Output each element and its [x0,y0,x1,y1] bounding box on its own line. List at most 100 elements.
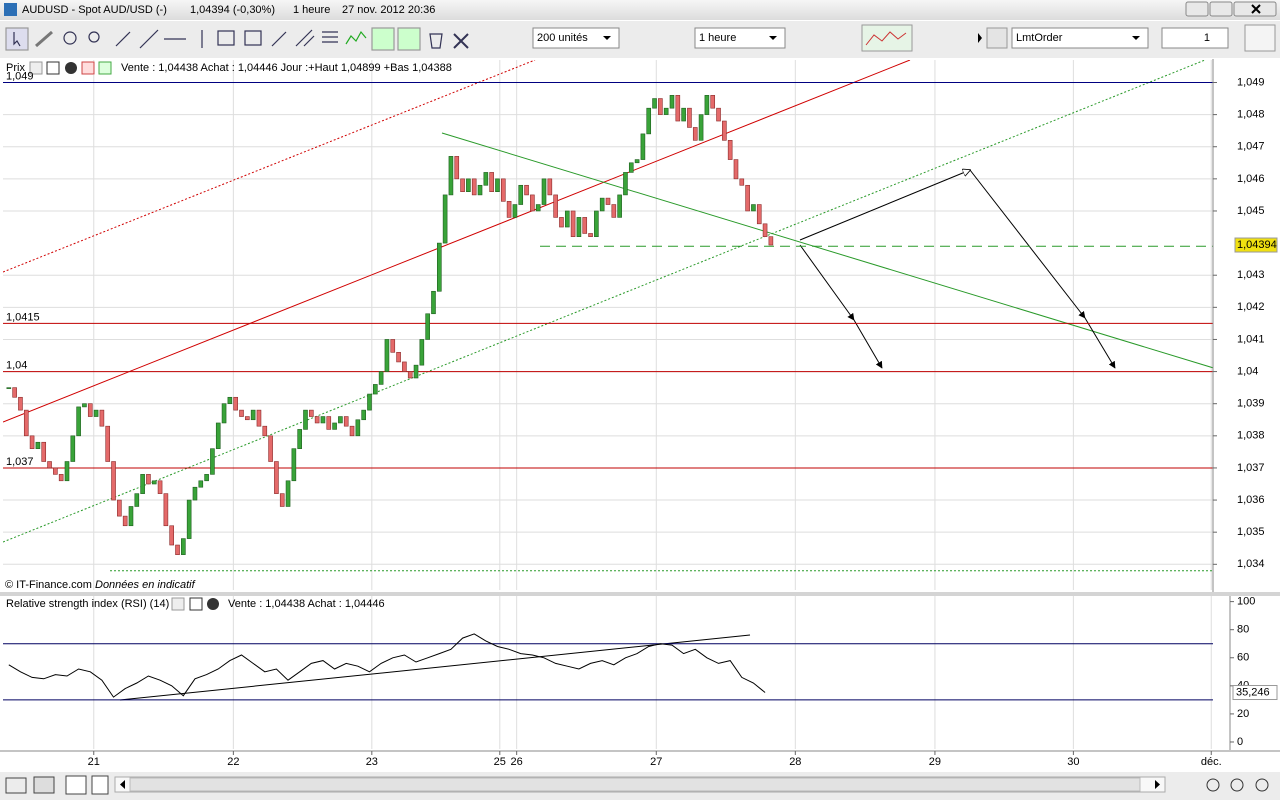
candle [640,133,646,160]
y-tick-label: 1,047 [1237,141,1265,153]
y-tick-label: 20 [1237,708,1249,720]
candle [646,107,652,135]
sell-button[interactable] [81,61,95,75]
candle [169,525,175,546]
candle [407,371,413,379]
candle [378,371,384,385]
candle [297,429,302,449]
candle [634,159,640,164]
projection-arrow [799,244,855,321]
rsi-line [8,633,766,698]
candle [524,184,529,196]
tool-text[interactable] [244,30,262,46]
rsi-drawings [119,634,751,701]
x-tick-label: 28 [789,756,801,768]
tool-wave[interactable] [345,30,367,45]
candle [303,409,308,430]
candle [745,184,750,212]
tool-line[interactable] [115,31,131,47]
candle [157,480,163,494]
dropdown-arrow [769,36,777,40]
tool-ruler[interactable] [35,30,53,48]
candle [512,204,518,218]
tool-arrow[interactable] [271,31,287,47]
order-qty-input[interactable] [1161,27,1229,49]
candle [454,156,460,180]
x-tick-label: 21 [88,756,100,768]
settings-button[interactable] [29,61,43,75]
dropdown-arrow [1132,36,1140,40]
expand-arrow[interactable] [978,33,982,43]
export-button[interactable] [91,775,109,795]
tool-pointer[interactable] [5,27,29,51]
tool-pattern[interactable] [397,27,421,51]
trend-line-dotted [3,60,536,273]
candle [582,217,588,234]
candle [431,290,436,315]
tool-fibo[interactable] [217,30,235,46]
candle [221,403,227,424]
x-tick-label: 23 [366,756,378,768]
candle [576,217,582,237]
quantity-select[interactable] [532,27,620,49]
tool-channel[interactable] [295,29,315,47]
tool-indicator[interactable] [371,27,395,51]
scroll-thumb[interactable] [129,777,1141,792]
candle [605,197,611,205]
minimize-button[interactable] [1185,1,1209,17]
candle [518,184,524,205]
candle [250,409,256,421]
order-type-select[interactable] [1011,27,1149,49]
chart-type-button[interactable] [861,24,913,52]
last-price-label: 1,04394 [1237,239,1277,251]
candle [6,387,12,389]
save-button[interactable] [65,775,87,795]
mail-button[interactable] [5,777,27,794]
close-pane-button[interactable] [65,62,77,74]
window-button[interactable] [46,61,60,75]
y-tick-label: 1,043 [1237,269,1265,281]
zoom-fit[interactable] [1206,778,1220,792]
tool-gann[interactable] [322,31,338,43]
quantity-text: 200 unités [537,32,588,44]
order-tool[interactable] [986,27,1008,49]
candle [675,95,681,122]
y-tick-label: 1,034 [1237,558,1265,570]
maximize-button[interactable] [1209,1,1233,17]
tool-ray[interactable] [139,29,159,49]
tool-delete[interactable] [429,33,443,49]
tool-bell[interactable] [63,31,77,45]
interval-select[interactable] [694,27,786,49]
close-pane-button[interactable] [207,598,219,610]
candle [681,107,686,122]
candle [617,194,622,218]
print-button[interactable] [33,776,55,794]
candle [564,210,570,228]
order-button[interactable] [1244,24,1276,52]
candle [588,233,593,237]
candle [227,396,233,404]
zoom-in[interactable] [1255,778,1269,792]
y-tick-label: 1,046 [1237,173,1265,185]
candle [181,538,186,555]
buy-button[interactable] [98,61,112,75]
candle [210,448,215,475]
rsi-title: Relative strength index (RSI) (14) [6,598,169,610]
rsi-last-label: 35,246 [1236,686,1270,698]
window-button[interactable] [189,597,203,611]
candle [93,409,99,417]
candle [320,416,326,424]
candle [58,474,64,482]
candle [489,172,494,192]
y-tick-label: 1,038 [1237,430,1265,442]
settings-button[interactable] [171,597,185,611]
zoom-out[interactable] [1230,778,1244,792]
candle [367,393,372,411]
x-tick-label: 22 [227,756,239,768]
note: Données en indicatif [95,579,196,591]
tool-zoom[interactable] [88,31,100,43]
trend-line [3,60,911,423]
candle [146,474,151,485]
tool-settings[interactable] [453,33,469,49]
